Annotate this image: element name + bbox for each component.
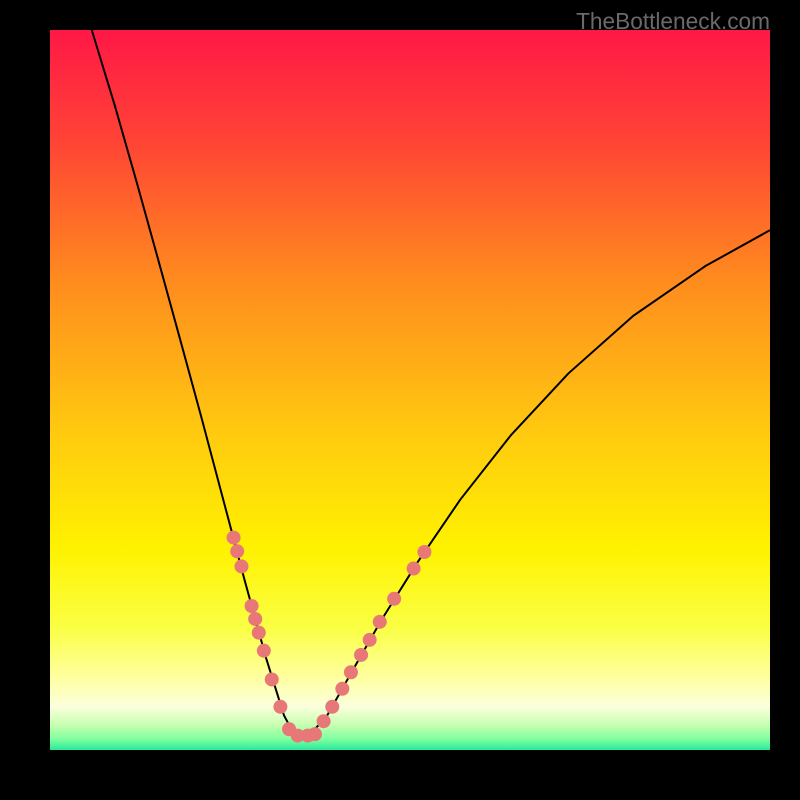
data-marker [344, 665, 358, 679]
data-marker [317, 714, 331, 728]
data-marker [235, 559, 249, 573]
data-marker [252, 626, 266, 640]
data-marker [227, 531, 241, 545]
data-marker [245, 599, 259, 613]
bottleneck-curve [92, 30, 770, 736]
data-marker [257, 644, 271, 658]
watermark-text: TheBottleneck.com [576, 8, 770, 35]
data-marker [387, 592, 401, 606]
data-marker [230, 544, 244, 558]
data-marker [308, 727, 322, 741]
data-marker [273, 700, 287, 714]
data-marker [363, 633, 377, 647]
data-marker [265, 672, 279, 686]
data-marker [325, 700, 339, 714]
data-marker [417, 545, 431, 559]
chart-overlay-svg [0, 0, 800, 800]
chart-stage: TheBottleneck.com [0, 0, 800, 800]
data-marker [248, 612, 262, 626]
data-marker [354, 648, 368, 662]
data-marker [335, 682, 349, 696]
data-marker [407, 562, 421, 576]
data-marker [373, 615, 387, 629]
